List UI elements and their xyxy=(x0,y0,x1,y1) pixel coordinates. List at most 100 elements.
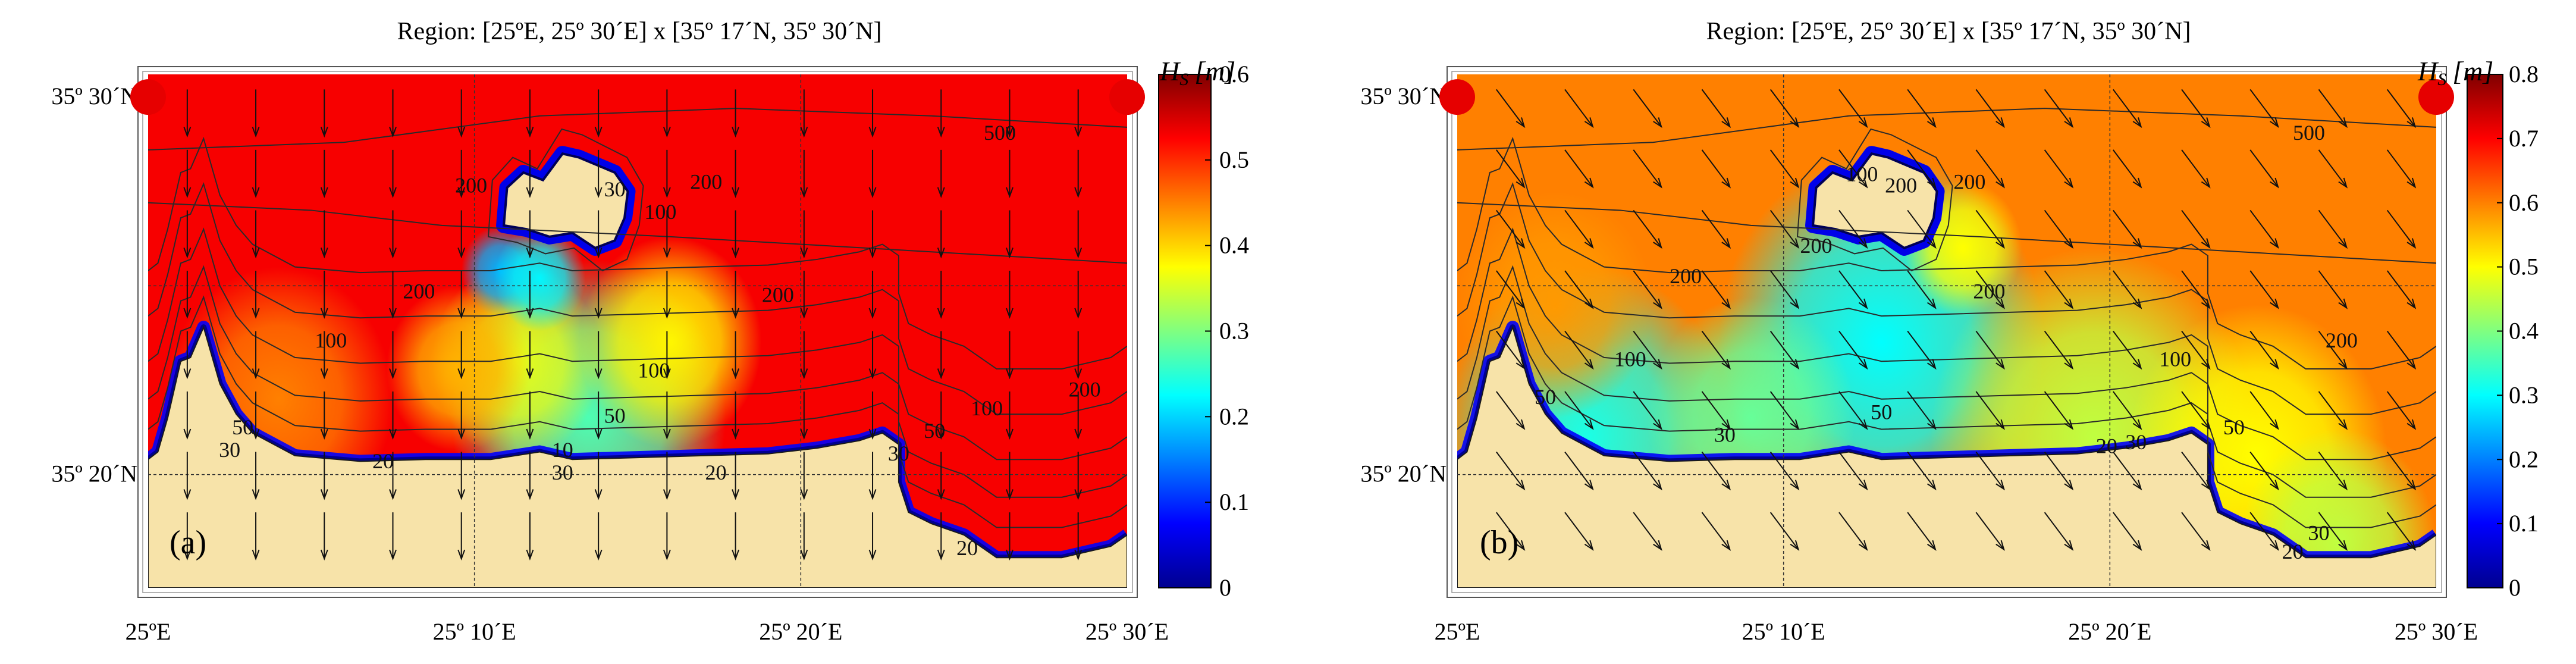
wind-arrow xyxy=(526,331,534,380)
wind-arrow xyxy=(1975,209,2005,249)
wind-arrow xyxy=(800,210,808,259)
wind-arrow xyxy=(1074,512,1083,561)
wind-arrow xyxy=(183,512,192,561)
wind-arrow xyxy=(389,391,397,440)
wind-arrow xyxy=(1975,391,2005,430)
contour-label: 10 xyxy=(552,438,573,462)
wind-arrow xyxy=(183,331,192,380)
x-tick-label: 25ºE xyxy=(125,618,171,645)
wind-arrow xyxy=(1633,149,1662,189)
wind-arrow xyxy=(2318,270,2348,309)
wind-arrow xyxy=(2181,149,2211,189)
wind-arrow xyxy=(252,331,260,380)
wind-arrow xyxy=(320,391,328,440)
wind-arrow xyxy=(663,89,671,138)
wind-arrow xyxy=(2249,89,2279,129)
panel-label: (a) xyxy=(170,524,206,561)
contour-label: 50 xyxy=(232,415,253,439)
wind-arrow xyxy=(1006,149,1014,198)
wind-arrow xyxy=(1564,391,1594,430)
wind-arrow xyxy=(1633,330,1662,370)
wind-arrow xyxy=(1769,270,1800,309)
wind-arrow xyxy=(1701,391,1731,430)
wind-arrow xyxy=(1701,270,1731,309)
wind-arrow xyxy=(2249,330,2279,370)
contour-label: 200 xyxy=(1069,377,1101,401)
wind-arrow xyxy=(937,331,945,380)
bathymetry-contour xyxy=(1457,182,2436,415)
wind-arrow xyxy=(732,149,740,198)
x-tick-label: 25º 30´E xyxy=(2395,618,2478,645)
wind-arrow xyxy=(2318,330,2348,370)
wind-arrow xyxy=(320,210,328,259)
wind-arrow xyxy=(1701,451,1731,491)
wind-arrow xyxy=(732,210,740,259)
bathymetry-contour xyxy=(1796,128,1953,272)
wind-arrow xyxy=(663,149,671,198)
x-tick-label: 25º 20´E xyxy=(759,618,842,645)
wind-arrow xyxy=(1769,391,1800,430)
wind-arrow xyxy=(1975,149,2005,189)
wind-arrow xyxy=(594,512,603,561)
wind-arrow xyxy=(2386,451,2417,491)
contour-label: 50 xyxy=(604,404,626,428)
bathymetry-contour xyxy=(1457,295,2436,528)
wind-arrow xyxy=(1701,512,1731,551)
wind-arrow xyxy=(252,512,260,561)
contour-label: 100 xyxy=(971,396,1003,420)
wind-arrow xyxy=(2249,512,2279,551)
wind-arrow xyxy=(2386,330,2417,370)
contour-label: 30 xyxy=(888,441,909,465)
panel-label: (b) xyxy=(1480,524,1518,561)
contour-label: 30 xyxy=(219,438,240,462)
wind-arrow xyxy=(800,512,808,561)
contour-label: 100 xyxy=(315,328,347,352)
colorbar-tick-label: 0.5 xyxy=(1219,146,1249,173)
y-tick-label: 35º 20´N xyxy=(1360,461,1447,487)
wind-arrow xyxy=(1769,209,1800,249)
wind-arrow xyxy=(2249,149,2279,189)
wind-arrow xyxy=(2318,89,2348,129)
wind-arrow xyxy=(526,89,534,138)
location-marker xyxy=(2418,79,2454,115)
wind-arrow xyxy=(2113,270,2142,309)
wind-arrow xyxy=(389,331,397,380)
wind-arrow xyxy=(457,270,466,319)
contour-label: 30 xyxy=(1714,422,1736,446)
colorbar-tick-label: 0.8 xyxy=(2509,61,2539,87)
wind-arrow xyxy=(1907,209,1937,249)
wind-arrow xyxy=(1564,209,1594,249)
wind-arrow xyxy=(663,210,671,259)
wind-arrow xyxy=(2181,451,2211,491)
wind-arrow xyxy=(937,210,945,259)
wind-arrow xyxy=(2318,149,2348,189)
wind-arrow xyxy=(937,391,945,440)
wind-arrow xyxy=(389,149,397,198)
bathymetry-contour xyxy=(148,202,1127,264)
wind-arrow xyxy=(526,149,534,198)
wind-arrow xyxy=(937,270,945,319)
wind-arrow xyxy=(2181,512,2211,551)
wind-arrow xyxy=(594,149,603,198)
land-island xyxy=(1811,152,1938,250)
wind-arrow xyxy=(1496,391,1526,430)
contour-label: 20 xyxy=(705,461,727,484)
wind-arrow xyxy=(2318,391,2348,430)
wind-arrow xyxy=(800,89,808,138)
wind-arrow xyxy=(2113,512,2142,551)
wind-arrow xyxy=(2044,330,2074,370)
wind-arrow xyxy=(1006,452,1014,500)
contour-label: 20 xyxy=(372,449,394,473)
wind-arrow xyxy=(663,391,671,440)
wind-arrow xyxy=(868,391,877,440)
wind-arrow xyxy=(732,89,740,138)
contour-label: 500 xyxy=(2293,121,2325,145)
wind-arrow xyxy=(320,89,328,138)
wind-arrow xyxy=(868,512,877,561)
wind-arrow xyxy=(1006,391,1014,440)
contour-label: 200 xyxy=(2326,328,2358,352)
colorbar-tick-label: 0.3 xyxy=(2509,381,2539,408)
wind-arrow xyxy=(457,391,466,440)
wind-arrow xyxy=(1074,331,1083,380)
wind-arrow xyxy=(2181,89,2211,129)
